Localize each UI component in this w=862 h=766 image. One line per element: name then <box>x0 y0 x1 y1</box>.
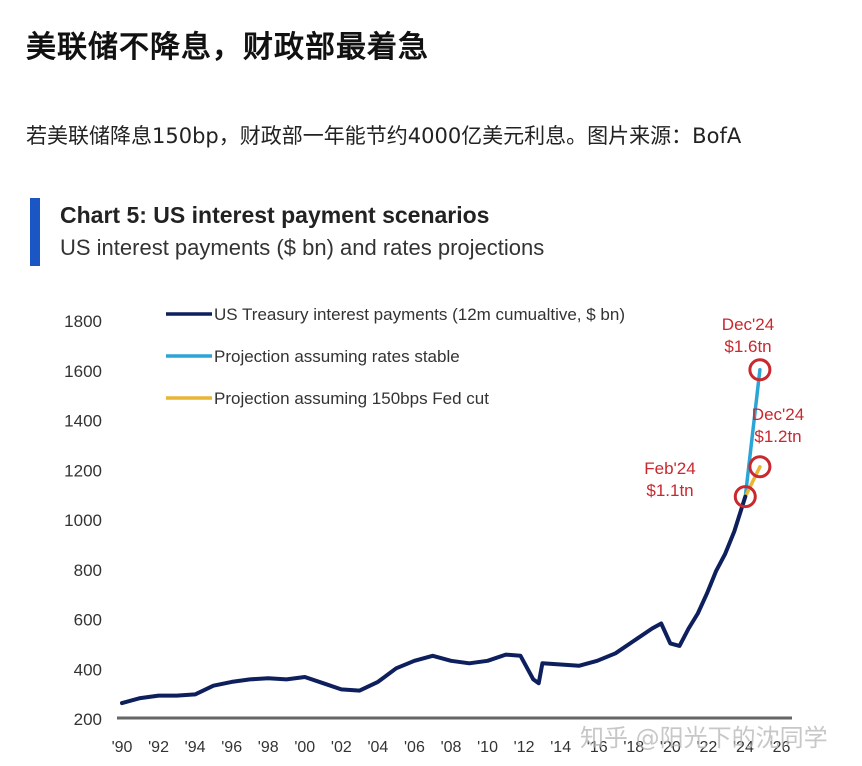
annotation-date: Dec'24 <box>722 315 774 334</box>
y-tick-label: 1600 <box>64 362 102 381</box>
series-line <box>743 465 762 499</box>
x-tick-label: '96 <box>221 739 242 756</box>
annotation-value: $1.1tn <box>646 481 693 500</box>
series-line <box>120 494 748 706</box>
annotation-circle <box>733 485 757 509</box>
x-tick-label: '14 <box>550 739 571 756</box>
x-tick-label: '22 <box>696 739 717 756</box>
annotation-value: $1.2tn <box>754 427 801 446</box>
x-tick-label: '08 <box>441 739 462 756</box>
y-tick-label: 200 <box>74 710 102 729</box>
legend-label: Projection assuming rates stable <box>214 347 460 366</box>
annotation-circle <box>748 455 772 479</box>
chart-accent-bar <box>30 198 40 266</box>
y-tick-label: 1000 <box>64 511 102 530</box>
y-tick-label: 400 <box>74 660 102 679</box>
article-headline: 美联储不降息，财政部最着急 <box>26 30 429 65</box>
chart-title: Chart 5: US interest payment scenarios <box>60 202 490 228</box>
x-tick-label: '18 <box>623 739 644 756</box>
x-tick-label: '00 <box>294 739 315 756</box>
article-description: 若美联储降息150bp，财政部一年能节约4000亿美元利息。图片来源：BofA <box>26 124 742 148</box>
x-tick-label: '98 <box>258 739 279 756</box>
x-tick-label: '10 <box>477 739 498 756</box>
y-tick-label: 1800 <box>64 312 102 331</box>
series-line <box>743 368 762 499</box>
x-tick-label: '02 <box>331 739 352 756</box>
x-tick-label: '26 <box>770 739 791 756</box>
annotation-date: Feb'24 <box>644 459 695 478</box>
x-tick-label: '12 <box>514 739 535 756</box>
x-tick-label: '24 <box>733 739 754 756</box>
annotation-circle <box>748 358 772 382</box>
x-tick-label: '90 <box>112 739 133 756</box>
x-tick-label: '94 <box>185 739 206 756</box>
x-tick-label: '92 <box>148 739 169 756</box>
chart-subtitle: US interest payments ($ bn) and rates pr… <box>60 235 545 260</box>
legend-label: Projection assuming 150bps Fed cut <box>214 389 489 408</box>
y-tick-label: 800 <box>74 561 102 580</box>
x-tick-label: '16 <box>587 739 608 756</box>
annotation-value: $1.6tn <box>724 337 771 356</box>
watermark: 知乎 @阳光下的沈同学 <box>580 724 828 752</box>
y-tick-label: 1400 <box>64 412 102 431</box>
x-tick-label: '06 <box>404 739 425 756</box>
legend-label: US Treasury interest payments (12m cumua… <box>214 305 625 324</box>
x-tick-label: '04 <box>367 739 388 756</box>
x-tick-label: '20 <box>660 739 681 756</box>
y-tick-label: 600 <box>74 611 102 630</box>
annotation-date: Dec'24 <box>752 405 804 424</box>
y-tick-label: 1200 <box>64 461 102 480</box>
